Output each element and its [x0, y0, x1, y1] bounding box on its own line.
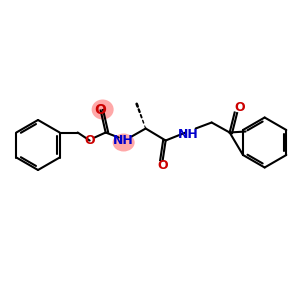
Text: NH: NH — [178, 128, 199, 141]
Ellipse shape — [113, 134, 135, 152]
Ellipse shape — [92, 100, 114, 119]
Text: O: O — [157, 159, 168, 172]
Text: O: O — [95, 103, 106, 118]
Text: NH: NH — [113, 134, 134, 147]
Text: O: O — [84, 134, 95, 147]
Text: O: O — [234, 101, 245, 114]
